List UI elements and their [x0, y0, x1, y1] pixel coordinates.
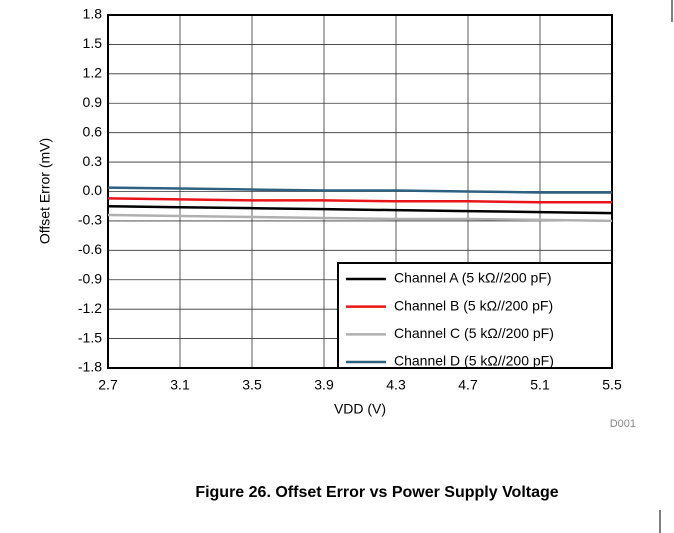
x-tick-label: 3.9	[314, 377, 334, 393]
y-tick-label: -1.2	[78, 300, 102, 316]
x-tick-label: 5.1	[530, 377, 550, 393]
y-tick-label: -1.8	[78, 359, 102, 375]
legend-label: Channel A (5 kΩ//200 pF)	[394, 270, 552, 286]
y-tick-label: 1.8	[83, 6, 103, 22]
x-tick-label: 3.1	[170, 377, 190, 393]
y-tick-label: 1.5	[83, 35, 103, 51]
x-tick-label: 4.7	[458, 377, 478, 393]
x-tick-label: 4.3	[386, 377, 406, 393]
y-tick-label: -0.9	[78, 270, 102, 286]
y-tick-label: -1.5	[78, 329, 102, 345]
y-tick-label: -0.6	[78, 241, 102, 257]
chart-title: Figure 26. Offset Error vs Power Supply …	[195, 484, 558, 501]
y-tick-label: 0.6	[83, 123, 103, 139]
legend-box	[337, 262, 613, 369]
legend-label: Channel D (5 kΩ//200 pF)	[394, 353, 554, 369]
x-tick-label: 3.5	[242, 377, 262, 393]
y-tick-label: 0.9	[83, 94, 103, 110]
x-tick-label: 2.7	[98, 377, 118, 393]
y-tick-label: 1.2	[83, 65, 103, 81]
y-tick-label: 0.0	[83, 182, 103, 198]
x-axis-label: VDD (V)	[334, 401, 386, 417]
x-tick-label: 5.5	[602, 377, 622, 393]
series-line	[107, 204, 613, 215]
y-axis-label: Offset Error (mV)	[37, 138, 53, 244]
annotation: D001	[610, 418, 636, 430]
y-tick-label: 0.3	[83, 153, 103, 169]
y-tick-label: -0.3	[78, 212, 102, 228]
legend-label: Channel B (5 kΩ//200 pF)	[394, 297, 553, 313]
series-line	[107, 197, 612, 204]
series-line	[107, 186, 612, 194]
series-line	[107, 213, 613, 223]
legend-label: Channel C (5 kΩ//200 pF)	[394, 325, 554, 341]
